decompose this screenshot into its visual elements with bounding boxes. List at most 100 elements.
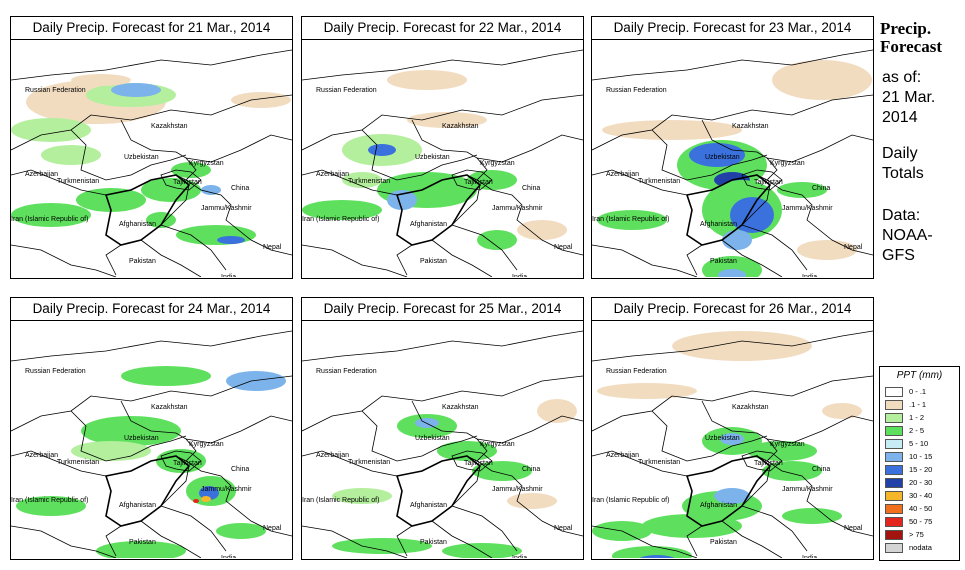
country-label-jammu: Jammu/Kashmir	[492, 486, 543, 493]
forecast-panel: Daily Precip. Forecast for 25 Mar., 2014…	[301, 297, 584, 560]
country-label-jammu: Jammu/Kashmir	[492, 205, 543, 212]
country-label-russia: Russian Federation	[25, 87, 86, 94]
as-of-label: as of:	[882, 69, 922, 86]
country-label-kyrgyzstan: Kyrgyzstan	[480, 160, 515, 167]
country-label-pakistan: Pakistan	[420, 539, 447, 546]
precip-map: Russian Federation Kazakhstan Uzbekistan Ky…	[302, 330, 583, 558]
country-label-uzbekistan: Uzbekistan	[415, 154, 450, 161]
legend-swatch	[885, 387, 903, 397]
precip-area	[193, 499, 199, 503]
legend-title: PPT (mm)	[896, 370, 943, 381]
country-label-iran: Iran (Islamic Republic of)	[302, 497, 379, 504]
precip-area	[171, 162, 211, 178]
country-label-china: China	[812, 466, 830, 473]
legend-row: 40 - 50	[885, 504, 955, 514]
country-label-china: China	[522, 185, 540, 192]
country-border	[592, 375, 873, 432]
precip-map: Russian Federation Kazakhstan Uzbekistan Ky…	[592, 49, 873, 277]
precip-area	[76, 188, 146, 212]
country-border	[476, 438, 583, 537]
country-border	[302, 244, 408, 277]
precip-area	[121, 366, 211, 386]
country-label-india: India	[512, 274, 527, 277]
precip-area	[718, 269, 746, 277]
precip-area	[597, 210, 667, 230]
country-label-afghanistan: Afghanistan	[119, 221, 156, 228]
legend-label: 30 - 40	[909, 491, 933, 500]
country-border	[302, 375, 583, 432]
country-label-iran: Iran (Islamic Republic of)	[592, 216, 669, 223]
country-border	[185, 438, 292, 537]
precip-area	[71, 441, 151, 461]
legend-row: 0 - .1	[885, 387, 955, 397]
country-label-india: India	[221, 555, 236, 558]
precip-area	[415, 418, 439, 428]
country-label-iran: Iran (Islamic Republic of)	[11, 216, 88, 223]
country-label-kyrgyzstan: Kyrgyzstan	[770, 160, 805, 167]
data-source-name2: GFS	[882, 247, 915, 264]
precip-map: Russian Federation Kazakhstan Uzbekistan Ky…	[302, 49, 583, 277]
legend-label: 20 - 30	[909, 478, 933, 487]
legend-row: nodata	[885, 543, 955, 553]
country-label-kyrgyzstan: Kyrgyzstan	[189, 441, 224, 448]
country-border	[140, 239, 202, 277]
totals-label: Totals	[882, 165, 924, 182]
country-label-russia: Russian Federation	[25, 368, 86, 375]
country-border	[451, 450, 493, 472]
country-label-kyrgyzstan: Kyrgyzstan	[189, 160, 224, 167]
panel-title: Daily Precip. Forecast for 24 Mar., 2014	[11, 298, 292, 321]
legend-swatch	[885, 543, 903, 553]
afghanistan-outline	[104, 174, 191, 246]
panel-title: Daily Precip. Forecast for 26 Mar., 2014	[592, 298, 873, 321]
country-label-tajikistan: Tajikistan	[464, 460, 493, 467]
precip-area	[642, 514, 742, 538]
country-label-azerbaijan: Azerbaijan	[316, 171, 349, 178]
country-label-uzbekistan: Uzbekistan	[415, 435, 450, 442]
forecast-panel: Daily Precip. Forecast for 21 Mar., 2014…	[10, 16, 293, 279]
afghanistan-outline	[395, 455, 482, 527]
country-label-pakistan: Pakistan	[710, 539, 737, 546]
country-label-jammu: Jammu/Kashmir	[782, 486, 833, 493]
country-label-azerbaijan: Azerbaijan	[25, 452, 58, 459]
precip-area	[822, 403, 862, 419]
legend-label: 10 - 15	[909, 452, 933, 461]
country-border	[651, 129, 768, 181]
country-label-iran: Iran (Islamic Republic of)	[302, 216, 379, 223]
forecast-panel: Daily Precip. Forecast for 24 Mar., 2014…	[10, 297, 293, 560]
precip-map: Russian Federation Kazakhstan Uzbekistan Ky…	[592, 330, 873, 558]
country-label-jammu: Jammu/Kashmir	[201, 205, 252, 212]
country-border	[160, 450, 202, 472]
panel-title: Daily Precip. Forecast for 21 Mar., 2014	[11, 17, 292, 40]
precip-area	[407, 112, 487, 128]
country-label-kazakhstan: Kazakhstan	[732, 404, 769, 411]
precip-area	[387, 190, 417, 210]
country-border	[140, 520, 202, 558]
country-label-uzbekistan: Uzbekistan	[124, 435, 159, 442]
country-label-tajikistan: Tajikistan	[754, 460, 783, 467]
precip-area	[332, 538, 432, 554]
legend-swatch	[885, 413, 903, 423]
precip-area	[201, 496, 211, 502]
country-border	[741, 450, 783, 472]
precip-area	[141, 178, 201, 202]
precip-area	[217, 236, 245, 244]
forecast-panel: Daily Precip. Forecast for 23 Mar., 2014…	[591, 16, 874, 279]
precip-area	[714, 488, 750, 504]
precip-area	[507, 493, 557, 509]
country-border	[431, 520, 493, 558]
country-border	[11, 49, 292, 81]
country-label-india: India	[802, 274, 817, 277]
country-label-tajikistan: Tajikistan	[173, 460, 202, 467]
legend-row: 1 - 2	[885, 413, 955, 423]
legend-row: 5 - 10	[885, 439, 955, 449]
daily-label: Daily	[882, 145, 918, 162]
country-border	[185, 157, 292, 256]
afghanistan-outline	[685, 174, 772, 246]
precip-area	[722, 230, 752, 250]
legend-label: 15 - 20	[909, 465, 933, 474]
legend-swatch	[885, 426, 903, 436]
precip-map: Russian Federation Kazakhstan Uzbekistan Ky…	[11, 330, 292, 558]
country-border	[741, 505, 808, 552]
legend-swatch	[885, 491, 903, 501]
precip-area	[772, 60, 872, 100]
